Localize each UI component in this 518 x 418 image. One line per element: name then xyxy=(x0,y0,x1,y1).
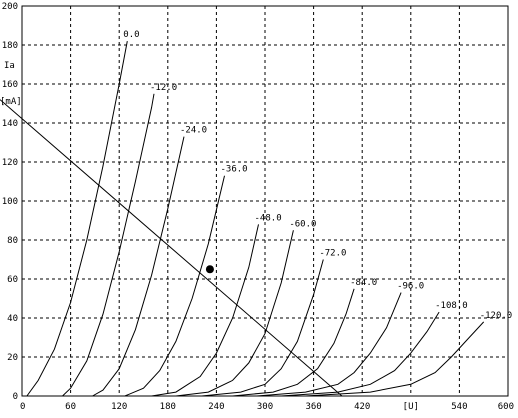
y-tick-label: 120 xyxy=(2,158,18,168)
x-tick-label: 600 xyxy=(498,402,514,412)
curve-label: -96.0 xyxy=(397,282,424,292)
curve xyxy=(256,292,402,397)
y-tick-label: 0 xyxy=(13,392,18,402)
axes xyxy=(21,5,509,397)
plot-frame xyxy=(21,5,509,397)
x-tick-label: 300 xyxy=(257,402,273,412)
y-tick-label: 160 xyxy=(2,80,18,90)
curve xyxy=(26,41,128,397)
y-tick-label: 180 xyxy=(2,41,18,51)
grid xyxy=(22,6,508,396)
y-tick-labels: 0 20 40 60 80 100 120 140 160 180 200 xyxy=(2,2,18,402)
x-tick-label: 240 xyxy=(208,402,224,412)
curve-label: -48.0 xyxy=(255,213,282,223)
curve xyxy=(201,259,324,397)
y-tick-label: 40 xyxy=(7,314,18,324)
curve-label: -60.0 xyxy=(289,219,316,229)
curve-label: -108.0 xyxy=(435,301,468,311)
x-tick-label: 60 xyxy=(65,402,76,412)
y-tick-label: 20 xyxy=(7,353,18,363)
x-tick-label: 120 xyxy=(111,402,127,412)
operating-point xyxy=(205,265,214,274)
y-tick-label: 140 xyxy=(2,119,18,129)
curve xyxy=(92,136,185,397)
x-tick-labels: 0 60 120 180 240 300 360 420 540 600 xyxy=(20,402,514,412)
y-tick-label: 80 xyxy=(7,236,18,246)
curve-labels: 0.0 -12.0 -24.0 -36.0 -48.0 -60.0 -72.0 -84.0 -9… xyxy=(123,30,512,321)
y-axis-label: Ia xyxy=(4,61,15,71)
curve-label: -120.0 xyxy=(480,311,513,321)
curve-label: -84.0 xyxy=(350,278,377,288)
curve xyxy=(175,230,294,397)
x-tick-label: 540 xyxy=(451,402,467,412)
curve xyxy=(62,93,155,397)
load-line-group xyxy=(0,99,343,397)
curve xyxy=(124,175,225,397)
y-tick-label: 200 xyxy=(2,2,18,12)
x-tick-label: 180 xyxy=(160,402,176,412)
x-tick-label: 420 xyxy=(354,402,370,412)
y-tick-label: 100 xyxy=(2,197,18,207)
curve-label: -72.0 xyxy=(319,249,346,259)
curve xyxy=(151,224,259,397)
x-axis-unit: [U] xyxy=(403,402,419,412)
load-line xyxy=(0,99,343,397)
x-tick-label: 360 xyxy=(305,402,321,412)
curve-label: -24.0 xyxy=(180,126,207,136)
y-tick-label: 60 xyxy=(7,275,18,285)
x-tick-label: 0 xyxy=(20,402,25,412)
curve xyxy=(281,311,440,397)
curve-label: -36.0 xyxy=(221,165,248,175)
y-axis-unit: [mA] xyxy=(0,97,22,107)
curve-label: 0.0 xyxy=(123,30,139,40)
curve-label: -12.0 xyxy=(150,83,177,93)
curve xyxy=(305,321,485,397)
curves xyxy=(26,41,485,397)
curve xyxy=(232,288,355,397)
